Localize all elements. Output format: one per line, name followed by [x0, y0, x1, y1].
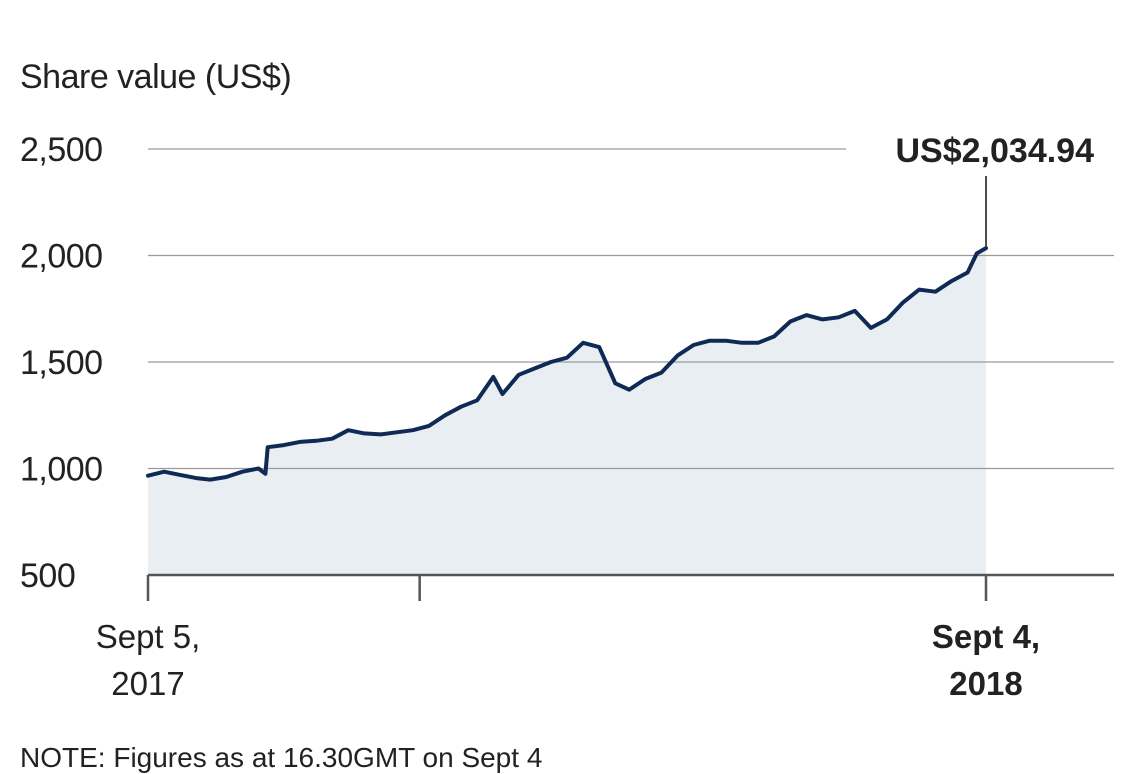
series-area — [148, 248, 986, 575]
series-line — [146, 246, 988, 482]
y-tick-label: 2,000 — [20, 238, 103, 276]
x-tick-label: 2017 — [111, 665, 184, 702]
x-tick-label: 2018 — [949, 665, 1022, 702]
x-tick-label: Sept 5, — [96, 618, 201, 655]
chart-note: NOTE: Figures as at 16.30GMT on Sept 4 — [20, 742, 543, 773]
y-tick-label: 1,000 — [20, 451, 103, 489]
y-axis-label: Share value (US$) — [20, 58, 292, 96]
y-tick-label: 1,500 — [20, 344, 103, 382]
y-tick-label: 2,500 — [20, 131, 103, 169]
annotation-label: US$2,034.94 — [896, 132, 1095, 170]
x-tick-label: Sept 4, — [932, 618, 1040, 655]
y-tick-label: 500 — [20, 557, 75, 595]
